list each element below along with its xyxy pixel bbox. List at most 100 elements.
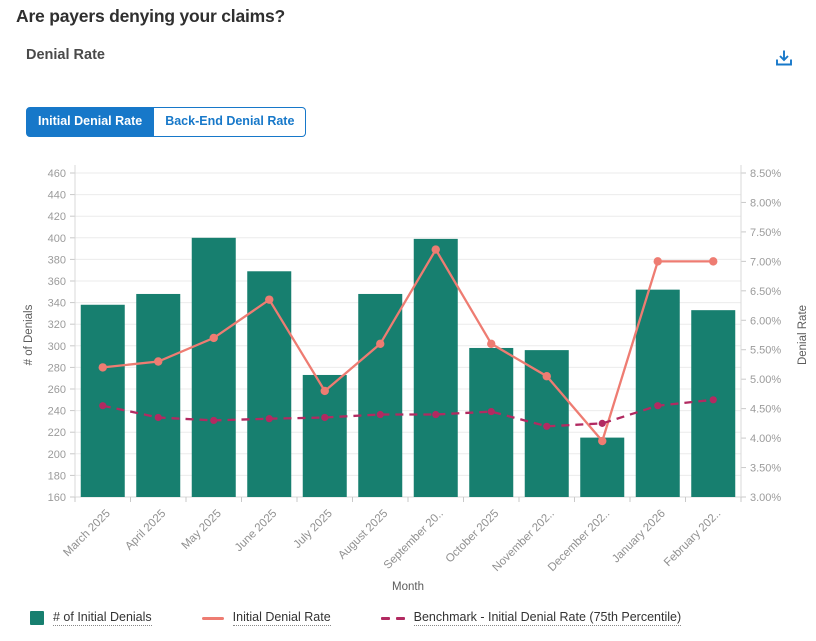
denial-rate-tabs: Initial Denial Rate Back-End Denial Rate (26, 107, 307, 137)
bar-january-2026[interactable] (635, 289, 680, 497)
bar-october-2025[interactable] (469, 347, 514, 497)
point-benchmark-initial-denial-rate-75th-percentile-july-2025[interactable] (321, 413, 329, 422)
point-benchmark-initial-denial-rate-75th-percentile-june-2025[interactable] (265, 415, 273, 423)
x-label-february-2026: February 202.. (662, 508, 723, 569)
svg-text:160: 160 (48, 492, 66, 504)
point-initial-denial-rate-february-2026[interactable] (709, 257, 718, 266)
series-initial-denial-rate (98, 245, 718, 446)
svg-text:6.50%: 6.50% (750, 286, 781, 298)
x-label-june-2025: June 2025 (233, 508, 279, 554)
point-initial-denial-rate-july-2025[interactable] (320, 386, 329, 396)
right-axis-title: Denial Rate (797, 305, 809, 365)
svg-text:380: 380 (48, 254, 66, 266)
svg-text:300: 300 (48, 341, 66, 353)
x-label-may-2025: May 2025 (180, 508, 224, 552)
point-benchmark-initial-denial-rate-75th-percentile-march-2025[interactable] (99, 402, 107, 410)
x-axis-title: Month (392, 581, 424, 593)
svg-text:340: 340 (48, 298, 66, 310)
tab-initial-denial-rate[interactable]: Initial Denial Rate (26, 107, 155, 137)
axes: 460 440 420 400 380 360 340 320 300 280 260 240 220 2… (48, 165, 781, 504)
legend-of-initial-denials[interactable]: # of Initial Denials (30, 610, 152, 626)
bar-july-2025[interactable] (302, 374, 347, 497)
svg-text:6.00%: 6.00% (750, 315, 781, 327)
svg-text:360: 360 (48, 276, 66, 288)
legend-line-swatch-icon (201, 616, 224, 620)
series-benchmark-initial-denial-rate-75th-percentile (99, 396, 717, 430)
point-benchmark-initial-denial-rate-75th-percentile-october-2025[interactable] (487, 407, 495, 416)
x-label-august-2025: August 2025 (336, 508, 390, 562)
download-button[interactable] (770, 44, 798, 72)
point-benchmark-initial-denial-rate-75th-percentile-november-2025[interactable] (543, 422, 551, 430)
point-benchmark-initial-denial-rate-75th-percentile-may-2025[interactable] (210, 416, 218, 425)
point-initial-denial-rate-november-2025[interactable] (542, 372, 551, 381)
x-label-december-2025: December 202.. (546, 508, 612, 574)
bar-september-2025[interactable] (413, 238, 458, 497)
x-label-october-2025: October 2025 (444, 508, 502, 566)
tab-back-end-denial-rate[interactable]: Back-End Denial Rate (154, 107, 307, 137)
x-label-january-2026: January 2026 (610, 508, 668, 566)
page-title: Are payers denying your claims? (16, 6, 286, 26)
denial-rate-chart: 460 440 420 400 380 360 340 320 300 280 260 240 220 2… (23, 165, 809, 593)
legend-initial-denial-rate[interactable]: Initial Denial Rate (201, 610, 331, 626)
svg-text:200: 200 (48, 449, 66, 461)
point-initial-denial-rate-april-2025[interactable] (154, 357, 163, 366)
point-initial-denial-rate-january-2026[interactable] (653, 257, 662, 266)
point-benchmark-initial-denial-rate-75th-percentile-august-2025[interactable] (376, 410, 384, 419)
point-initial-denial-rate-june-2025[interactable] (265, 295, 274, 304)
svg-text:4.50%: 4.50% (750, 404, 781, 416)
chart-legend: # of Initial Denials Initial Denial Rate B… (30, 610, 682, 626)
svg-text:5.50%: 5.50% (750, 345, 781, 357)
bar-may-2025[interactable] (191, 237, 236, 498)
bar-december-2025[interactable] (580, 437, 625, 497)
legend-label: Benchmark - Initial Denial Rate (75th Pe… (413, 610, 682, 626)
point-initial-denial-rate-march-2025[interactable] (98, 363, 107, 372)
point-benchmark-initial-denial-rate-75th-percentile-january-2026[interactable] (654, 402, 662, 410)
svg-text:3.00%: 3.00% (750, 492, 781, 504)
point-initial-denial-rate-september-2025[interactable] (431, 245, 440, 254)
point-initial-denial-rate-may-2025[interactable] (209, 333, 218, 343)
download-icon (776, 50, 792, 66)
gridlines (75, 172, 741, 498)
x-label-july-2025: July 2025 (292, 508, 335, 551)
legend-bar-swatch-icon (30, 611, 44, 625)
bar-march-2025[interactable] (80, 304, 125, 497)
x-label-april-2025: April 2025 (123, 508, 168, 553)
svg-text:4.00%: 4.00% (750, 433, 781, 445)
series-of-initial-denials (80, 237, 736, 498)
svg-text:8.00%: 8.00% (750, 197, 781, 209)
svg-text:460: 460 (48, 168, 66, 180)
svg-text:5.00%: 5.00% (750, 374, 781, 386)
svg-text:400: 400 (48, 233, 66, 245)
svg-text:3.50%: 3.50% (750, 463, 781, 475)
point-benchmark-initial-denial-rate-75th-percentile-september-2025[interactable] (432, 410, 440, 419)
legend-benchmark-initial-denial-rate-75th-percentile[interactable]: Benchmark - Initial Denial Rate (75th Pe… (380, 610, 682, 626)
svg-text:7.00%: 7.00% (750, 256, 781, 268)
bar-february-2026[interactable] (691, 310, 736, 497)
svg-text:440: 440 (48, 190, 66, 202)
point-initial-denial-rate-august-2025[interactable] (376, 339, 385, 349)
point-initial-denial-rate-october-2025[interactable] (487, 339, 496, 349)
svg-text:420: 420 (48, 211, 66, 223)
point-benchmark-initial-denial-rate-75th-percentile-april-2025[interactable] (154, 413, 162, 422)
svg-text:220: 220 (48, 427, 66, 439)
bar-june-2025[interactable] (247, 271, 292, 497)
x-axis-labels: March 2025 April 2025 May 2025 June 2025 Jul… (61, 508, 723, 574)
svg-text:8.50%: 8.50% (750, 168, 781, 180)
section-title: Denial Rate (26, 47, 105, 63)
svg-text:280: 280 (48, 362, 66, 374)
svg-text:180: 180 (48, 470, 66, 482)
svg-text:7.50%: 7.50% (750, 227, 781, 239)
bar-august-2025[interactable] (358, 293, 403, 497)
point-benchmark-initial-denial-rate-75th-percentile-february-2026[interactable] (709, 396, 717, 404)
svg-text:320: 320 (48, 319, 66, 331)
x-label-march-2025: March 2025 (61, 508, 112, 559)
point-benchmark-initial-denial-rate-75th-percentile-december-2025[interactable] (598, 419, 606, 427)
bar-april-2025[interactable] (136, 293, 181, 497)
svg-text:260: 260 (48, 384, 66, 396)
x-label-september-2025: September 20.. (382, 508, 446, 572)
point-initial-denial-rate-december-2025[interactable] (598, 436, 607, 446)
svg-text:240: 240 (48, 406, 66, 418)
legend-dashed-swatch-icon (380, 616, 405, 620)
legend-label: # of Initial Denials (53, 610, 152, 626)
legend-label: Initial Denial Rate (232, 610, 331, 626)
